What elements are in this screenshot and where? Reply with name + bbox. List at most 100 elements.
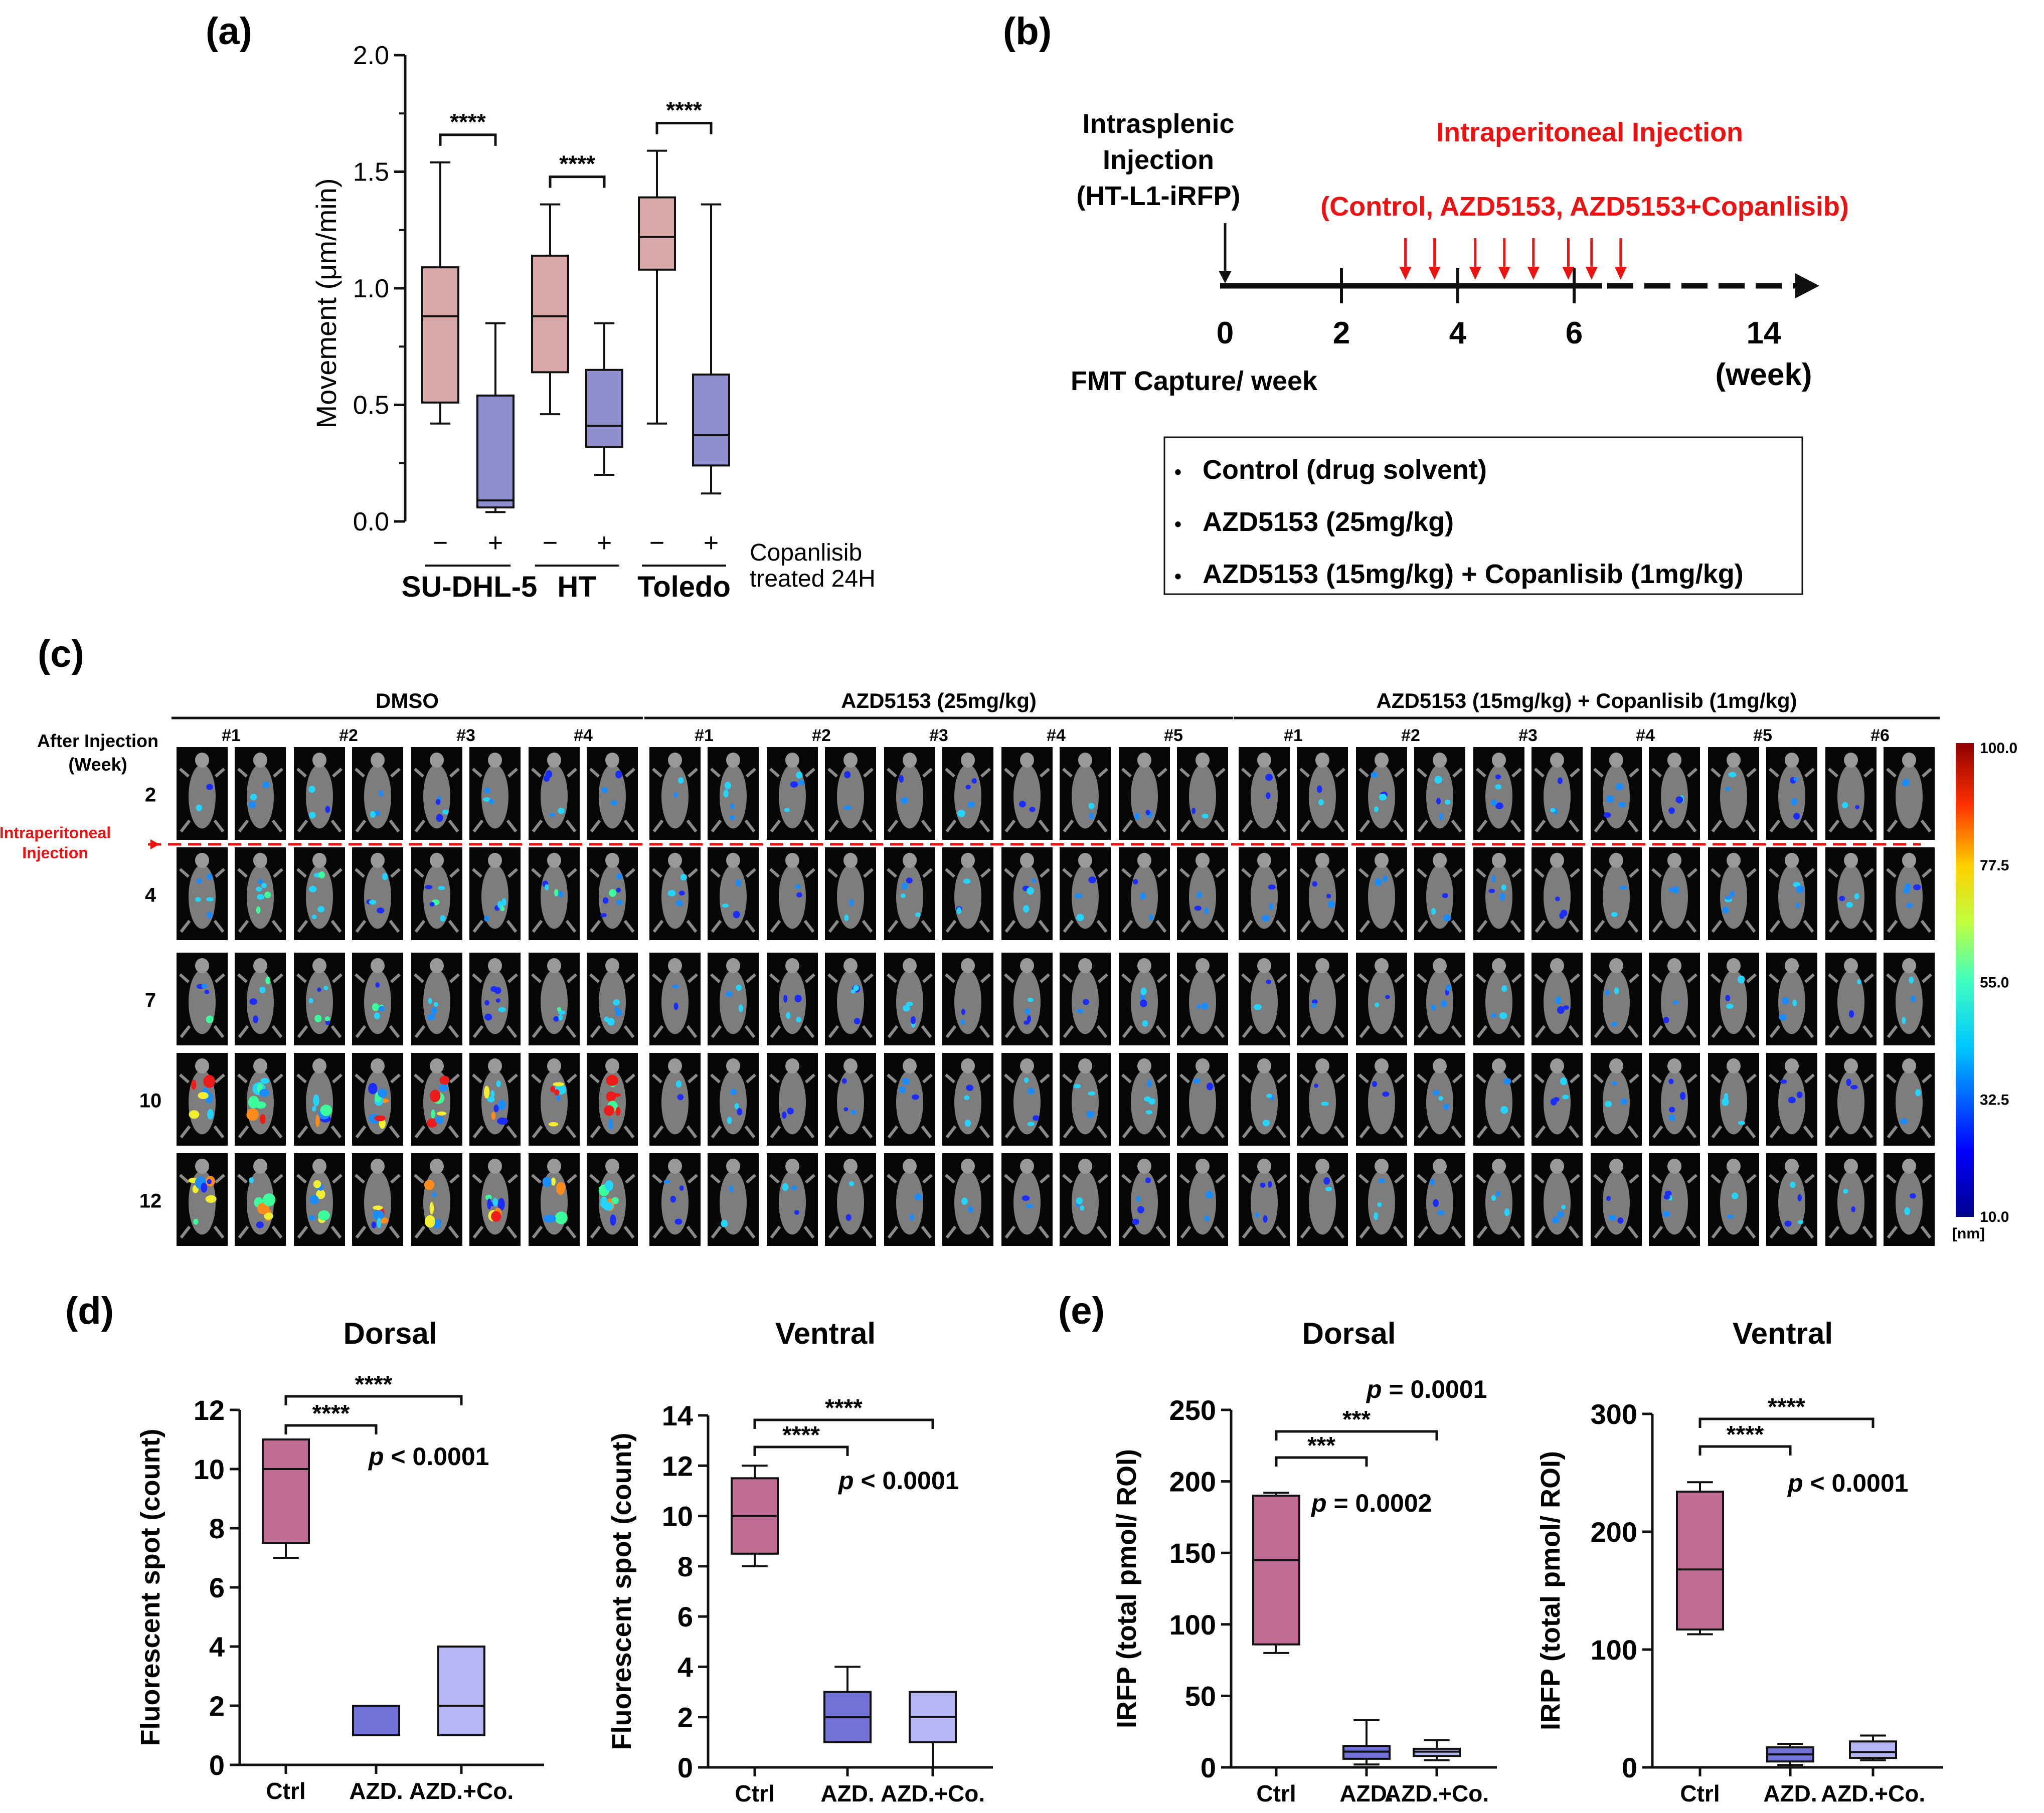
c-fluorescent-spot xyxy=(783,994,788,1003)
ip-injection-title: Intraperitoneal Injection xyxy=(1436,117,1743,147)
c-mouse-limb xyxy=(1745,920,1756,933)
c-mouse-body xyxy=(1603,1070,1630,1135)
d-dorsal-sig-stars-1: **** xyxy=(312,1400,350,1427)
c-mouse-limb xyxy=(1121,973,1132,983)
d-dorsal-y-tick-label: 0 xyxy=(209,1749,225,1781)
c-fluorescent-spot xyxy=(483,797,491,802)
c-fluorescent-spot xyxy=(262,781,270,789)
c-mouse-head xyxy=(1078,1159,1092,1174)
c-mouse-limb xyxy=(1629,1174,1639,1184)
c-mouse-head xyxy=(371,853,385,868)
c-fluorescent-spot xyxy=(1611,912,1618,917)
c-fluorescent-spot xyxy=(606,1074,618,1086)
c-mouse-limb xyxy=(273,768,283,778)
c-fluorescent-spot xyxy=(436,814,443,822)
c-mouse-limb xyxy=(887,1025,899,1038)
c-mouse-limb xyxy=(1511,868,1522,878)
c-fluorescent-spot xyxy=(203,1074,215,1088)
c-mouse-limb xyxy=(827,1174,838,1184)
c-mouse-head xyxy=(843,958,858,973)
c-fluorescent-spot xyxy=(189,1110,200,1119)
c-mouse-limb xyxy=(769,1174,780,1184)
c-fluorescent-spot xyxy=(608,1118,613,1130)
c-mouse-head xyxy=(1315,1159,1329,1174)
d-dorsal-x-tick-label: AZD.+Co. xyxy=(409,1778,514,1804)
c-mouse-limb xyxy=(1887,920,1898,933)
c-mouse-body xyxy=(423,864,450,929)
c-fluorescent-spot xyxy=(554,1089,560,1096)
c-fluorescent-spot xyxy=(435,799,441,805)
c-mouse-body xyxy=(896,1170,923,1235)
c-mouse-limb xyxy=(863,973,874,983)
c-mouse-head xyxy=(488,853,502,868)
c-mouse-limb xyxy=(980,1073,991,1083)
b-legend-bullet: • xyxy=(1174,513,1181,535)
c-fluorescent-spot xyxy=(1563,1005,1569,1010)
c-mouse-limb xyxy=(507,1073,518,1083)
c-mouse-limb xyxy=(1004,1174,1014,1184)
intrasplenic-line3: (HT-L1-iRFP) xyxy=(1077,181,1241,211)
c-mouse-limb xyxy=(945,973,955,983)
c-fluorescent-spot xyxy=(312,1106,316,1112)
c-mouse-limb xyxy=(1180,819,1191,833)
b-injection-arrowhead xyxy=(1614,267,1627,280)
c-fluorescent-spot xyxy=(1371,772,1378,778)
c-mouse-limb xyxy=(355,1174,365,1184)
c-mouse-body xyxy=(1603,764,1630,829)
c-fluorescent-spot xyxy=(548,1122,559,1127)
c-fluorescent-spot xyxy=(1262,1120,1270,1127)
c-mouse-limb xyxy=(1629,973,1639,983)
c-fluorescent-spot xyxy=(609,889,616,897)
c-mouse-limb xyxy=(828,1225,839,1239)
c-fluorescent-spot xyxy=(722,903,729,908)
c-fluorescent-spot xyxy=(1378,1178,1385,1184)
c-mouse-limb xyxy=(1920,819,1932,833)
c-mouse-limb xyxy=(532,1225,543,1239)
c-mouse-head xyxy=(1020,753,1034,768)
c-mouse-limb xyxy=(862,1025,873,1038)
c-mouse-limb xyxy=(179,768,190,778)
c-mouse-head xyxy=(371,1159,385,1174)
c-mouse-limb xyxy=(1333,1225,1345,1239)
c-mouse-limb xyxy=(1570,1174,1580,1184)
c-mouse-limb xyxy=(1155,920,1167,933)
c-mouse-head xyxy=(785,753,799,768)
c-mouse-limb xyxy=(1096,1025,1108,1038)
c-mouse-head xyxy=(253,1058,267,1073)
panel-label-c: (c) xyxy=(38,633,84,675)
c-mouse-limb xyxy=(590,1125,601,1139)
c-mouse-limb xyxy=(862,1125,873,1139)
c-fluorescent-spot xyxy=(1724,1093,1729,1101)
c-fluorescent-spot xyxy=(1611,1081,1618,1085)
c-fluorescent-spot xyxy=(261,882,267,888)
c-mouse-limb xyxy=(1122,1025,1133,1038)
c-mouse-limb xyxy=(1358,973,1369,983)
c-fluorescent-spot xyxy=(318,1210,330,1221)
c-fluorescent-spot xyxy=(493,1104,499,1113)
c-fluorescent-spot xyxy=(1904,1207,1910,1215)
d-dorsal-box-2-box xyxy=(437,1646,485,1736)
c-mouse-limb xyxy=(979,819,990,833)
c-fluorescent-spot xyxy=(677,777,684,784)
a-y-tick-label: 0.5 xyxy=(353,391,389,420)
c-fluorescent-spot xyxy=(1438,1096,1444,1101)
c-mouse-limb xyxy=(1417,1174,1427,1184)
c-mouse-limb xyxy=(1242,920,1253,933)
c-mouse-body xyxy=(954,1170,981,1235)
c-mouse-limb xyxy=(1335,973,1345,983)
c-fluorescent-spot xyxy=(424,1180,435,1190)
c-fluorescent-spot xyxy=(370,811,376,818)
c-mouse-limb xyxy=(1359,1225,1371,1239)
c-mouse-limb xyxy=(1886,868,1897,878)
c-mouse-body xyxy=(1485,1070,1512,1135)
c-fluorescent-spot xyxy=(1265,774,1273,781)
c-fluorescent-spot xyxy=(607,1018,615,1026)
c-fluorescent-spot xyxy=(313,1094,319,1107)
c-mouse-limb xyxy=(1062,768,1073,778)
c-mouse-limb xyxy=(805,1174,815,1184)
c-fluorescent-spot xyxy=(1443,1104,1450,1110)
c-mouse-limb xyxy=(1828,819,1840,833)
c-mouse-limb xyxy=(1157,973,1167,983)
c-fluorescent-spot xyxy=(1557,1211,1564,1218)
c-mouse-limb xyxy=(355,920,367,933)
